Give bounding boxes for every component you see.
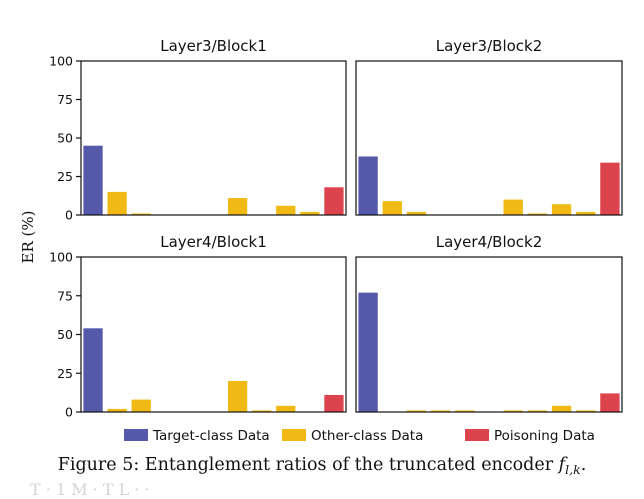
panel-4: Layer4/Block2 — [355, 233, 623, 413]
bar-other-class-data — [406, 410, 427, 412]
bar-target-class-data — [358, 156, 378, 215]
bar-poisoning-data — [324, 187, 344, 215]
y-tick-label: 25 — [57, 366, 73, 381]
bar-other-class-data — [430, 410, 451, 412]
y-tick-label: 100 — [49, 54, 73, 69]
bar-target-class-data — [83, 328, 103, 412]
bar-other-class-data — [551, 405, 572, 412]
bar-other-class-data — [406, 211, 427, 215]
panel-title: Layer3/Block2 — [436, 37, 543, 55]
bar-other-class-data — [576, 410, 596, 412]
caption-main: Figure 5: Entanglement ratios of the tru… — [58, 455, 559, 475]
bar-other-class-data — [527, 410, 548, 412]
panel-title: Layer4/Block1 — [160, 233, 267, 251]
bar-poisoning-data — [600, 162, 620, 215]
bar-other-class-data — [227, 381, 248, 412]
panel-3: Layer4/Block1 — [80, 233, 347, 413]
chart-panels: Layer3/Block1 Layer3/Block2 Layer4/Block1 L… — [80, 37, 623, 413]
y-axis-2: 0 25 50 75 100 — [49, 250, 81, 420]
bar-other-class-data — [527, 213, 548, 215]
legend-label-poisoning: Poisoning Data — [494, 428, 595, 444]
bar-other-class-data — [551, 204, 572, 215]
bar-other-class-data — [227, 198, 248, 215]
bar-other-class-data — [131, 213, 151, 215]
legend-label-target-class: Target-class Data — [152, 428, 270, 444]
bar-other-class-data — [107, 408, 127, 412]
y-axis-label: ER (%) — [19, 211, 37, 264]
y-axis-1: 0 25 50 75 100 — [49, 54, 81, 223]
panel-frame — [355, 60, 623, 216]
y-tick-label: 75 — [57, 288, 73, 303]
panel-title: Layer4/Block2 — [436, 233, 543, 251]
bar-other-class-data — [107, 191, 127, 215]
y-tick-label: 0 — [65, 208, 73, 223]
bar-other-class-data — [503, 410, 523, 412]
y-axes: 0 25 50 75 100 0 25 50 75 100 — [49, 54, 81, 420]
legend-swatch-target-class — [124, 429, 148, 441]
next-line-ghost-text: T · 1 M · T L · · — [30, 480, 150, 499]
bar-other-class-data — [252, 410, 272, 412]
legend-label-other-class: Other-class Data — [311, 428, 423, 444]
y-tick-label: 75 — [57, 92, 73, 107]
bar-poisoning-data — [324, 394, 344, 412]
bar-other-class-data — [455, 410, 475, 412]
figure-caption: Figure 5: Entanglement ratios of the tru… — [58, 455, 587, 477]
y-tick-label: 100 — [49, 250, 73, 265]
legend: Target-class Data Other-class Data Poiso… — [124, 428, 595, 444]
panel-title: Layer3/Block1 — [160, 37, 267, 55]
bar-poisoning-data — [600, 393, 620, 412]
panel-2: Layer3/Block2 — [355, 37, 623, 216]
y-tick-label: 50 — [57, 131, 73, 146]
bar-other-class-data — [131, 399, 151, 412]
bar-other-class-data — [276, 205, 296, 215]
y-tick-label: 50 — [57, 327, 73, 342]
bar-other-class-data — [503, 199, 523, 215]
caption-end: . — [581, 455, 587, 475]
panel-frame — [80, 256, 347, 413]
bar-target-class-data — [358, 292, 378, 412]
legend-swatch-other-class — [282, 429, 306, 441]
y-tick-label: 25 — [57, 169, 73, 184]
panel-1: Layer3/Block1 — [80, 37, 347, 216]
panel-frame — [355, 256, 623, 413]
caption-subscript: l,k — [565, 462, 581, 477]
y-tick-label: 0 — [65, 405, 73, 420]
bar-other-class-data — [576, 211, 596, 215]
legend-swatch-poisoning — [465, 429, 489, 441]
bar-target-class-data — [83, 145, 103, 215]
bar-other-class-data — [300, 211, 320, 215]
bar-other-class-data — [382, 201, 402, 215]
bar-other-class-data — [276, 405, 296, 412]
